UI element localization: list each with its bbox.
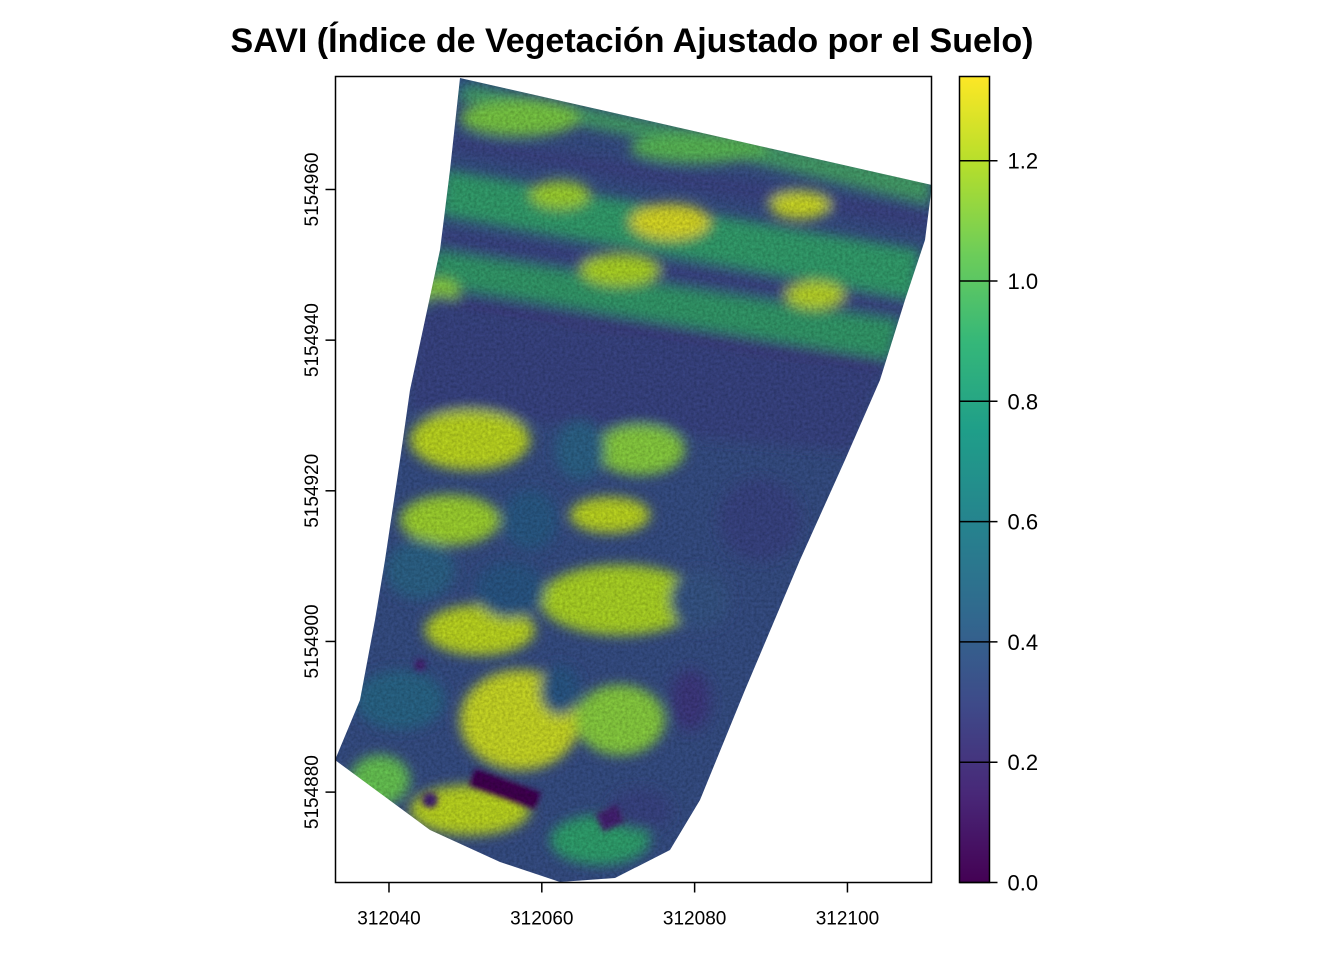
colorbar-tick-label: 1.2 [1008, 149, 1039, 174]
x-tick-label: 312040 [357, 909, 420, 930]
plot-frame [334, 75, 933, 884]
colorbar: 0.0 0.2 0.4 0.6 0.8 1.0 1.2 [958, 75, 1039, 896]
savi-raster [335, 78, 932, 882]
x-axis: 312040 312060 312080 312100 [357, 882, 879, 930]
colorbar-tick-label: 1.0 [1008, 269, 1039, 294]
x-tick-label: 312080 [663, 909, 726, 930]
colorbar-tick-label: 0.8 [1008, 389, 1039, 414]
y-tick-label: 5154880 [302, 755, 323, 829]
colorbar-tick-label: 0.0 [1008, 871, 1039, 896]
colorbar-tick-label: 0.6 [1008, 510, 1039, 535]
x-tick-label: 312060 [510, 909, 573, 930]
y-axis: 5154880 5154900 5154920 5154940 5154960 [302, 153, 336, 829]
colorbar-tick-label: 0.4 [1008, 630, 1039, 655]
y-tick-label: 5154900 [302, 604, 323, 678]
chart-title: SAVI (Índice de Vegetación Ajustado por … [230, 22, 1034, 60]
x-tick-label: 312100 [816, 909, 879, 930]
y-tick-label: 5154920 [302, 454, 323, 528]
colorbar-tick-label: 0.2 [1008, 750, 1039, 775]
colorbar-ramp [958, 75, 991, 884]
colorbar-ticks: 0.0 0.2 0.4 0.6 0.8 1.0 1.2 [959, 149, 1039, 896]
y-tick-label: 5154940 [302, 303, 323, 377]
y-tick-label: 5154960 [302, 153, 323, 227]
